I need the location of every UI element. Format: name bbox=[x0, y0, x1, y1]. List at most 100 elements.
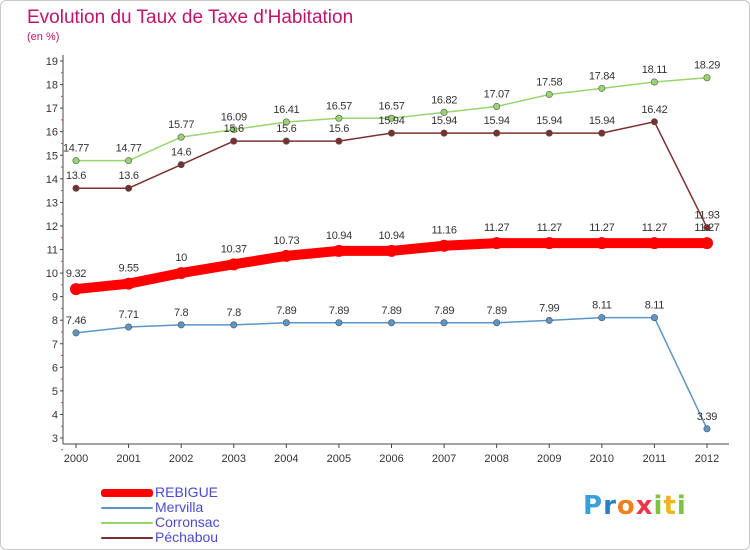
data-point bbox=[335, 319, 343, 327]
data-point bbox=[490, 237, 503, 250]
x-tick-label: 2001 bbox=[116, 453, 140, 465]
data-label: 15.94 bbox=[589, 115, 615, 127]
data-label: 10.94 bbox=[378, 230, 404, 242]
y-tick-label: 17 bbox=[46, 103, 58, 115]
data-point bbox=[230, 321, 238, 329]
data-point bbox=[387, 319, 395, 327]
x-tick-label: 2007 bbox=[432, 453, 456, 465]
x-tick-label: 2000 bbox=[64, 453, 88, 465]
data-label: 7.89 bbox=[329, 305, 349, 317]
logo-letter: r bbox=[603, 491, 617, 521]
data-point bbox=[335, 114, 343, 122]
logo-letter: o bbox=[616, 491, 636, 521]
data-point bbox=[493, 319, 501, 327]
legend-swatch-corronsac bbox=[101, 521, 153, 524]
data-label: 7.8 bbox=[174, 307, 189, 319]
data-point bbox=[543, 237, 556, 250]
data-label: 11.27 bbox=[642, 222, 667, 234]
data-label: 10.37 bbox=[221, 243, 247, 255]
data-point bbox=[175, 267, 188, 280]
y-tick-label: 19 bbox=[46, 56, 58, 68]
data-point bbox=[545, 316, 553, 324]
data-point bbox=[385, 244, 398, 257]
data-point bbox=[701, 237, 713, 250]
data-label: 15.6 bbox=[224, 123, 244, 135]
data-label: 16.41 bbox=[273, 104, 299, 116]
data-label: 17.07 bbox=[484, 88, 510, 100]
legend-label-mervilla: Mervilla bbox=[155, 499, 204, 515]
data-point bbox=[493, 129, 501, 137]
data-point bbox=[177, 321, 185, 329]
x-tick-label: 2003 bbox=[222, 453, 246, 465]
data-point bbox=[648, 237, 661, 250]
data-point bbox=[335, 137, 343, 145]
data-label: 7.89 bbox=[434, 305, 454, 317]
chart-subtitle: (en %) bbox=[27, 31, 60, 43]
x-tick-label: 2009 bbox=[537, 453, 561, 465]
data-point bbox=[387, 129, 395, 137]
data-label: 11.93 bbox=[694, 210, 719, 222]
data-label: 7.8 bbox=[227, 307, 242, 319]
data-label: 10.73 bbox=[273, 235, 299, 247]
data-point bbox=[440, 108, 448, 116]
legend-item-rebigue: REBIGUE bbox=[101, 485, 220, 500]
legend-item-pechabou: Péchabou bbox=[101, 530, 220, 545]
data-point bbox=[125, 184, 133, 192]
data-label: 16.42 bbox=[641, 104, 667, 116]
y-tick-label: 14 bbox=[46, 174, 58, 186]
data-label: 13.6 bbox=[66, 170, 86, 182]
legend-item-corronsac: Corronsac bbox=[101, 515, 220, 530]
x-tick-label: 2008 bbox=[484, 453, 508, 465]
data-label: 8.11 bbox=[645, 300, 665, 312]
data-label: 15.94 bbox=[484, 115, 510, 127]
data-point bbox=[70, 283, 82, 296]
x-tick-label: 2005 bbox=[327, 453, 351, 465]
data-point bbox=[177, 161, 185, 169]
y-tick-label: 8 bbox=[52, 315, 58, 327]
data-label: 13.6 bbox=[118, 170, 138, 182]
data-label: 7.99 bbox=[539, 302, 559, 314]
logo-letter: i bbox=[653, 491, 664, 521]
data-label: 14.6 bbox=[171, 147, 191, 159]
data-point bbox=[650, 118, 658, 126]
data-point bbox=[72, 184, 80, 192]
data-point bbox=[122, 277, 135, 290]
data-point bbox=[703, 425, 711, 433]
data-label: 11.27 bbox=[537, 222, 562, 234]
data-label: 8.11 bbox=[592, 300, 612, 312]
x-tick-label: 2011 bbox=[643, 453, 667, 465]
data-label: 7.71 bbox=[118, 309, 138, 321]
data-point bbox=[440, 129, 448, 137]
data-label: 7.89 bbox=[276, 305, 296, 317]
data-point bbox=[125, 157, 133, 165]
data-point bbox=[282, 319, 290, 327]
data-label: 15.94 bbox=[431, 115, 457, 127]
x-tick-label: 2006 bbox=[379, 453, 403, 465]
data-point bbox=[598, 84, 606, 92]
data-point bbox=[703, 74, 711, 82]
data-label: 11.16 bbox=[431, 225, 456, 237]
data-label: 9.55 bbox=[118, 263, 138, 275]
data-label: 7.89 bbox=[487, 305, 507, 317]
data-label: 15.6 bbox=[276, 123, 296, 135]
data-label: 11.27 bbox=[694, 222, 719, 234]
data-point bbox=[545, 129, 553, 137]
data-point bbox=[177, 133, 185, 141]
legend-label-rebigue: REBIGUE bbox=[155, 484, 219, 500]
logo-letter: i bbox=[676, 491, 687, 521]
legend-item-mervilla: Mervilla bbox=[101, 500, 220, 515]
x-tick-label: 2010 bbox=[590, 453, 614, 465]
y-tick-label: 9 bbox=[52, 292, 58, 304]
data-label: 16.57 bbox=[326, 100, 352, 112]
data-point bbox=[230, 137, 238, 145]
data-point bbox=[387, 114, 395, 122]
data-label: 15.6 bbox=[329, 123, 349, 135]
y-tick-label: 12 bbox=[46, 221, 58, 233]
legend-label-corronsac: Corronsac bbox=[155, 514, 220, 530]
y-tick-label: 6 bbox=[52, 362, 58, 374]
logo-letter: x bbox=[635, 491, 654, 521]
data-point bbox=[125, 323, 133, 331]
data-label: 15.94 bbox=[378, 115, 404, 127]
